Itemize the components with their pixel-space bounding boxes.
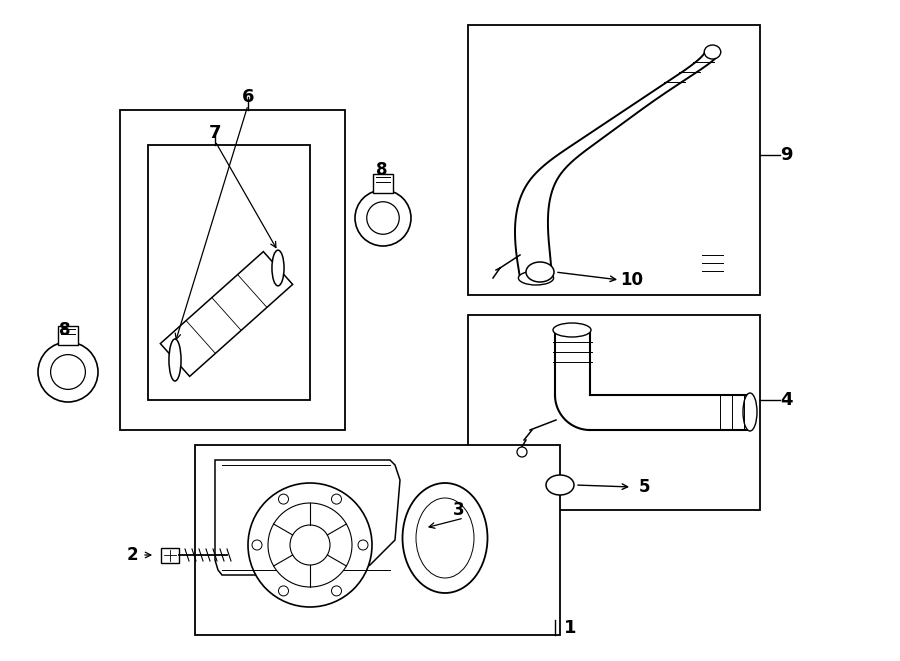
Text: 6: 6	[242, 88, 254, 106]
Circle shape	[290, 525, 330, 565]
Circle shape	[358, 540, 368, 550]
Ellipse shape	[272, 250, 284, 286]
Bar	[161, 547, 179, 563]
Circle shape	[355, 190, 411, 246]
Bar	[148, 145, 310, 400]
Polygon shape	[160, 252, 292, 376]
Bar	[195, 445, 560, 635]
Circle shape	[248, 483, 372, 607]
Circle shape	[367, 202, 400, 234]
Bar	[468, 25, 760, 295]
Ellipse shape	[402, 483, 488, 593]
Circle shape	[268, 503, 352, 587]
Polygon shape	[58, 326, 78, 345]
Circle shape	[38, 342, 98, 402]
Ellipse shape	[169, 339, 181, 381]
Ellipse shape	[704, 45, 721, 59]
Ellipse shape	[518, 271, 554, 285]
Bar	[120, 110, 345, 430]
Text: 8: 8	[376, 161, 388, 179]
Text: 1: 1	[563, 619, 576, 637]
Text: 8: 8	[59, 321, 71, 339]
Polygon shape	[373, 174, 393, 193]
Polygon shape	[215, 460, 400, 575]
Ellipse shape	[546, 475, 574, 495]
Ellipse shape	[416, 498, 474, 578]
Circle shape	[278, 586, 289, 596]
Circle shape	[517, 447, 527, 457]
Text: 4: 4	[780, 391, 793, 409]
Circle shape	[331, 494, 341, 504]
Text: 2: 2	[126, 546, 138, 564]
Ellipse shape	[526, 262, 554, 282]
Text: 3: 3	[454, 501, 464, 519]
Text: 9: 9	[780, 146, 793, 164]
Circle shape	[252, 540, 262, 550]
Circle shape	[278, 494, 289, 504]
Circle shape	[331, 586, 341, 596]
Circle shape	[50, 354, 86, 389]
Ellipse shape	[553, 323, 591, 337]
Bar	[468, 315, 760, 510]
Text: 5: 5	[638, 478, 650, 496]
Ellipse shape	[743, 393, 757, 431]
Text: 10: 10	[620, 271, 643, 289]
Text: 7: 7	[209, 124, 221, 142]
